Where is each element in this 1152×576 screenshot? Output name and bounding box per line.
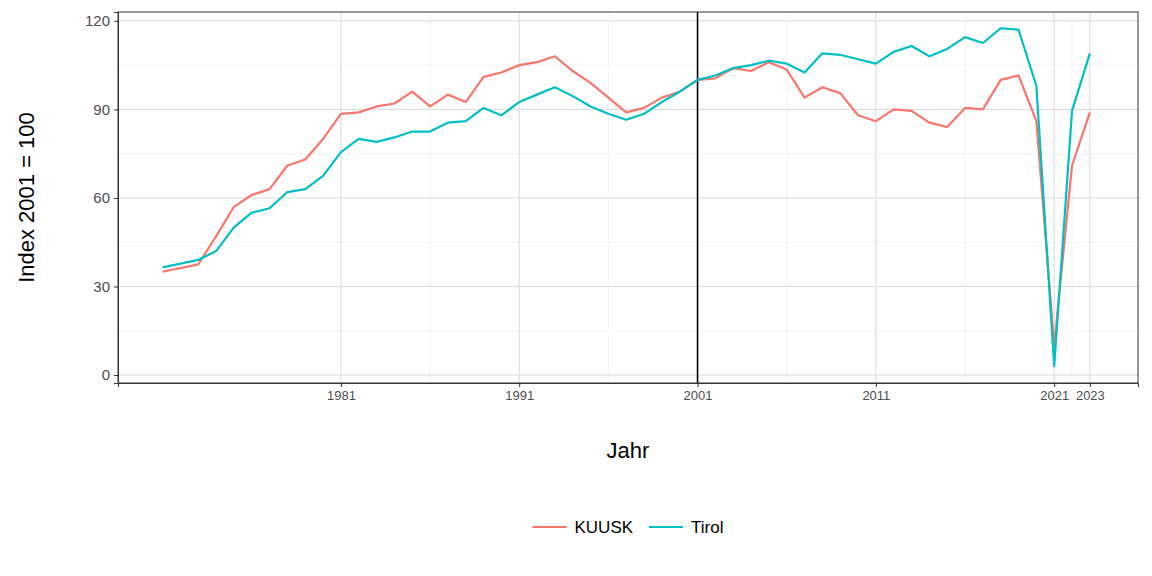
grid-line <box>340 12 341 383</box>
x-tick: 2021 <box>1040 383 1069 403</box>
x-tick-label: 2021 <box>1040 388 1069 403</box>
grid-line <box>519 12 520 383</box>
y-tick: 0 <box>102 366 118 383</box>
y-axis-line <box>114 13 119 384</box>
y-tick-label: 0 <box>102 366 110 383</box>
series-line <box>163 56 1090 345</box>
x-tick-label: 2001 <box>684 388 713 403</box>
x-tick-mark <box>519 383 520 387</box>
grid <box>118 12 1138 383</box>
grid-line <box>1089 12 1090 383</box>
x-tick-label: 2023 <box>1076 388 1105 403</box>
y-tick: 30 <box>93 278 118 295</box>
grid-line <box>118 286 1138 287</box>
y-tick-label: 60 <box>93 189 110 206</box>
x-tick: 2011 <box>862 383 890 403</box>
y-tick: 120 <box>85 12 118 29</box>
legend-label: KUUSK <box>574 518 633 537</box>
x-tick-mark <box>1090 383 1091 387</box>
y-axis: 0 30 60 90 120 <box>85 12 119 383</box>
legend-item: Tirol <box>649 518 723 537</box>
grid-line <box>118 20 1138 21</box>
minor-grid <box>118 153 1138 154</box>
x-tick-mark <box>698 383 699 387</box>
plot-frame <box>118 12 1138 383</box>
minor-grid <box>118 330 1138 331</box>
minor-grid <box>118 65 1138 66</box>
y-tick-mark <box>114 109 118 110</box>
plot-area <box>163 12 1090 383</box>
x-axis-title: Jahr <box>607 438 650 463</box>
x-tick-mark <box>876 383 877 387</box>
legend-item: KUUSK <box>532 518 633 537</box>
minor-grid <box>118 242 1138 243</box>
y-tick-mark <box>114 286 118 287</box>
chart: 0 30 60 90 120 1981 1991 2001 2011 2021 2023 Jahr In… <box>0 0 1152 576</box>
y-tick-mark <box>114 198 118 199</box>
grid-line <box>118 197 1138 198</box>
legend-swatch <box>649 526 683 528</box>
x-tick-mark <box>341 383 342 387</box>
y-tick: 60 <box>93 189 118 206</box>
y-tick: 90 <box>93 101 118 118</box>
x-tick: 1981 <box>327 383 356 403</box>
grid-line <box>118 375 1138 376</box>
plot-background <box>118 12 1138 383</box>
x-axis-line <box>119 384 1139 388</box>
y-tick-label: 120 <box>85 12 110 29</box>
legend-swatch <box>532 526 566 528</box>
x-axis: 1981 1991 2001 2011 2021 2023 <box>119 383 1139 403</box>
grid-line <box>697 12 698 383</box>
legend: KUUSK Tirol <box>532 518 723 537</box>
x-tick-mark <box>1054 383 1055 387</box>
x-tick-label: 1991 <box>505 388 534 403</box>
y-axis-title: Index 2001 = 100 <box>14 112 39 283</box>
y-tick-label: 90 <box>93 101 110 118</box>
grid-line <box>875 12 876 383</box>
reference-line <box>697 12 699 383</box>
y-tick-mark <box>114 21 118 22</box>
legend-label: Tirol <box>691 518 723 537</box>
x-tick-label: 1981 <box>327 388 356 403</box>
series-line <box>163 28 1090 366</box>
x-tick-label: 2011 <box>862 388 890 403</box>
x-tick: 1991 <box>505 383 534 403</box>
x-tick: 2001 <box>684 383 713 403</box>
grid-line <box>118 109 1138 110</box>
y-tick-mark <box>114 375 118 376</box>
x-tick: 2023 <box>1076 383 1105 403</box>
y-tick-label: 30 <box>93 278 110 295</box>
